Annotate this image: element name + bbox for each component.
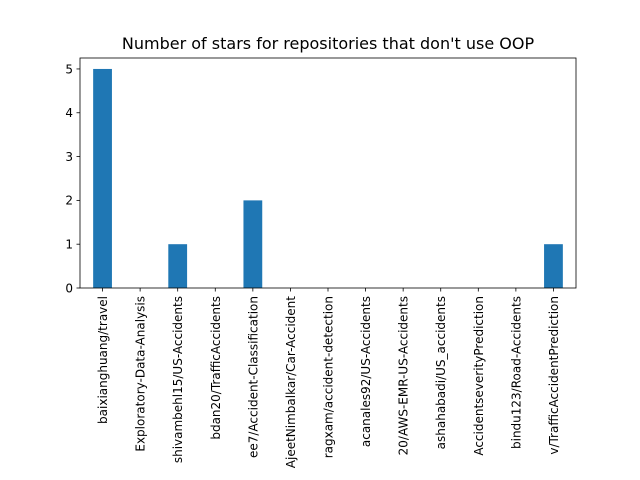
y-tick-label: 2 [65,194,73,208]
bar-4 [243,200,263,288]
bar-0 [93,68,112,288]
y-tick-label: 5 [65,62,73,76]
x-tick-label: AjeetNimbalkar/Car-Accident [284,296,298,468]
x-tick-label: bdan20/TrafficAccidents [209,296,223,440]
x-tick-label: Exploratory-Data-Analysis [134,296,148,452]
x-tick-label: 20/AWS-EMR-US-Accidents [397,296,411,455]
x-tick-label: ee7/Accident-Classification [246,296,260,458]
x-tick-label: baixianghuang/travel [96,296,110,424]
y-tick-label: 1 [65,237,73,251]
y-tick-label: 0 [65,281,73,295]
y-tick-label: 4 [65,106,73,120]
y-axis: 0 1 2 3 4 5 [65,62,80,295]
y-tick-label: 3 [65,150,73,164]
bars-group [93,68,563,288]
chart-title: Number of stars for repositories that do… [122,34,535,53]
bar-2 [168,244,188,288]
x-tick-label: acanales92/US-Accidents [359,296,373,447]
plot-frame [79,57,577,289]
x-tick-label: shivambehl15/US-Accidents [171,296,185,463]
bar-12 [544,244,563,288]
x-tick-label: AccidentseverityPrediction [472,296,486,456]
x-tick-label: ashahabadi/US_accidents [434,296,448,449]
x-axis: baixianghuang/travel Exploratory-Data-Ana… [96,288,561,468]
x-tick-label: v/TrafficAccidentPrediction [547,296,561,455]
x-tick-label: ragxam/accident-detection [322,296,336,458]
x-tick-label: bindu123/Road-Accidents [509,296,523,449]
